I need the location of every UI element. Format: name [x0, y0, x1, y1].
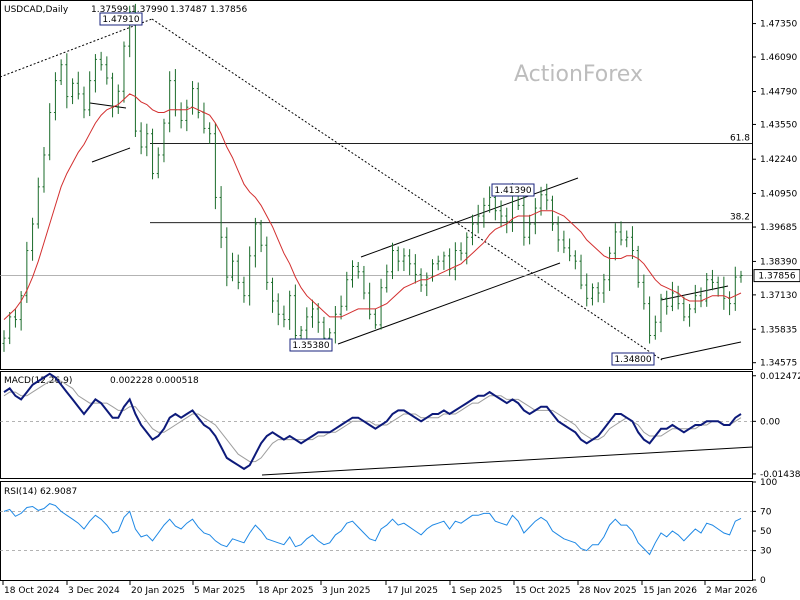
rsi-y-tick-label: 50 [760, 527, 772, 537]
price-panel: ActionForex USDCAD,Daily 1.37599 1.37990… [0, 0, 800, 370]
rsi-y-tick-label: 0 [760, 576, 766, 586]
ohlc-close: 1.37856 [210, 5, 247, 15]
flag-upper-line [89, 102, 127, 109]
channel-upper-line [360, 177, 579, 258]
x-tick-label: 17 Jul 2025 [387, 586, 438, 596]
price-y-tick-label: 1.47350 [760, 20, 797, 30]
annotation-label: 1.34800 [614, 355, 651, 365]
rsi-panel-frame [0, 481, 753, 581]
price-layer: 1.47350 1.46090 1.44790 1.43550 1.42240 1.409… [0, 3, 800, 369]
x-tick-label: 3 Dec 2024 [68, 586, 120, 596]
price-y-tick-label: 1.44790 [760, 88, 797, 98]
fib-level-label: 38.2 [730, 213, 750, 223]
flag-lower-line [91, 147, 131, 163]
dotted-trendline-left [0, 18, 153, 78]
price-panel-frame [0, 0, 753, 370]
macd-y-tick-label: -0.014389 [760, 470, 800, 480]
x-tick-label: 15 Oct 2025 [515, 586, 571, 596]
ohlc-open: 1.37599 [91, 5, 128, 15]
x-axis: 18 Oct 2024 3 Dec 2024 20 Jan 2025 5 Mar 20… [2, 581, 758, 596]
annotation-box [99, 12, 143, 26]
current-price-label: 1.37856 [758, 272, 795, 282]
annotation-box [611, 352, 655, 366]
ohlc-high: 1.37990 [131, 5, 168, 15]
rsi-label: RSI(14) 62.9087 [4, 487, 77, 497]
x-tick-label: 18 Oct 2024 [4, 586, 60, 596]
x-tick-label: 1 Sep 2025 [451, 586, 502, 596]
price-trendlines [0, 18, 742, 361]
rsi-panel: RSI(14) 62.9087 100 70 50 30 0 [0, 478, 777, 586]
macd-y-tick-label: 0.012472 [760, 372, 800, 382]
annotation-label: 1.35380 [292, 341, 329, 351]
macd-signal-line [3, 380, 742, 463]
watermark: ActionForex [514, 62, 643, 87]
annotation-label: 1.41390 [494, 186, 531, 196]
fib-level-label: 61.8 [730, 134, 750, 144]
symbol-label: USDCAD,Daily [4, 5, 69, 15]
x-tick-label: 5 Mar 2025 [194, 586, 245, 596]
price-y-tick-label: 1.39685 [760, 223, 797, 233]
current-price-box [753, 269, 800, 283]
price-y-tick-label: 1.43550 [760, 120, 797, 130]
price-y-tick-label: 1.35835 [760, 325, 797, 335]
rsi-layer: 100 70 50 30 0 [0, 478, 777, 586]
macd-values: 0.002228 0.000518 [110, 376, 199, 386]
rsi-line [3, 503, 742, 556]
rsi-y-tick-label: 100 [760, 478, 777, 488]
wedge-lower-line [660, 341, 742, 360]
rsi-y-tick-label: 70 [760, 507, 772, 517]
macd-panel: MACD(12,26,9) 0.002228 0.000518 0.012472… [0, 371, 800, 480]
annotation-box [491, 183, 535, 197]
macd-main-line [3, 372, 742, 471]
price-y-tick-label: 1.40950 [760, 189, 797, 199]
price-y-tick-label: 1.38390 [760, 257, 797, 267]
macd-layer: 0.012472 0.00 -0.014389 [0, 372, 800, 480]
x-tick-label: 2 Mar 2026 [706, 586, 758, 596]
ohlc-low: 1.37487 [170, 5, 207, 15]
x-tick-label: 28 Nov 2025 [579, 586, 637, 596]
price-y-tick-label: 1.46090 [760, 53, 797, 63]
x-tick-label: 15 Jan 2026 [643, 586, 697, 596]
price-y-tick-label: 1.37130 [760, 291, 797, 301]
annotation-box [289, 338, 333, 352]
rsi-y-tick-label: 30 [760, 547, 772, 557]
channel-lower-line [337, 262, 561, 345]
x-tick-label: 3 Jun 2025 [322, 586, 370, 596]
x-tick-label: 20 Jan 2025 [131, 586, 185, 596]
price-y-tick-label: 1.42240 [760, 155, 797, 165]
annotation-label: 1.47910 [102, 15, 139, 25]
macd-y-tick-label: 0.00 [760, 417, 780, 427]
macd-trendline [261, 446, 754, 476]
x-tick-label: 18 Apr 2025 [258, 586, 314, 596]
moving-average-line [3, 93, 742, 320]
price-y-tick-label: 1.34575 [760, 359, 797, 369]
